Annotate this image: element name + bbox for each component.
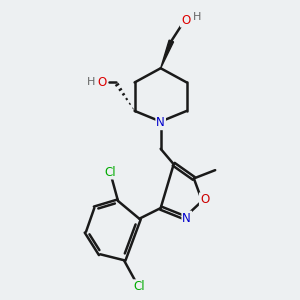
Text: N: N xyxy=(156,116,165,129)
Text: Cl: Cl xyxy=(104,166,116,178)
Text: H: H xyxy=(87,77,96,87)
Text: Cl: Cl xyxy=(134,280,145,293)
Polygon shape xyxy=(161,40,173,68)
Text: O: O xyxy=(181,14,190,27)
Text: N: N xyxy=(182,212,191,224)
Text: H: H xyxy=(193,12,202,22)
Text: O: O xyxy=(200,193,209,206)
Text: O: O xyxy=(97,76,106,89)
